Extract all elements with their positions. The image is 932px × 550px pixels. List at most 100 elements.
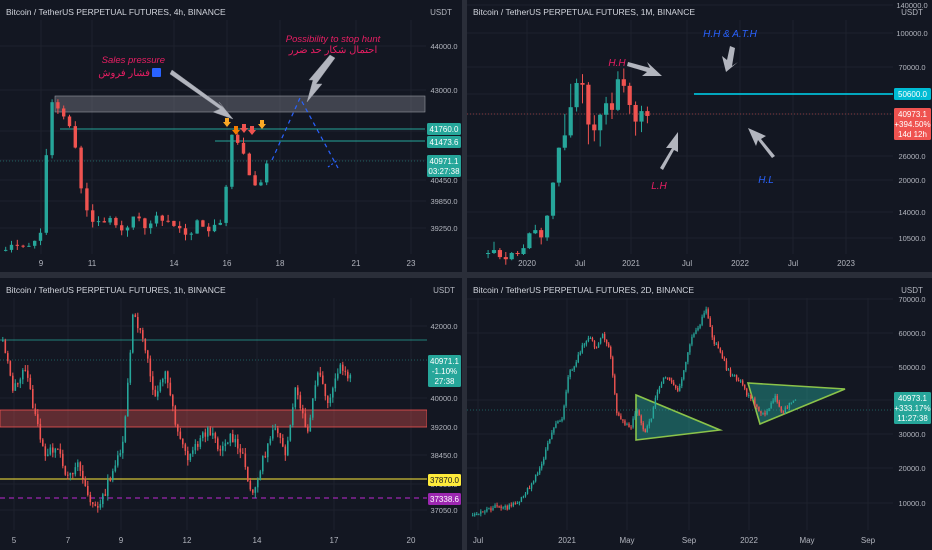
candle-body <box>19 379 22 384</box>
candle-body <box>756 404 758 407</box>
candle-body <box>610 346 612 358</box>
x-tick-label: 7 <box>66 536 71 545</box>
annotation-hh-ath: H.H & A.T.H <box>703 29 757 40</box>
candle-body <box>764 412 766 415</box>
candle-body <box>124 416 127 442</box>
candle-body <box>772 400 774 403</box>
panel-1m-price-badges: 50600.0 40973.1+394.50%14d 12h <box>894 88 931 140</box>
x-tick-label: 14 <box>253 536 262 545</box>
panel-4h[interactable]: Sales pressure فشار فروش Possibility to … <box>0 0 462 272</box>
candle-body <box>735 375 738 381</box>
candle-body <box>114 465 117 472</box>
triangle-pattern-2 <box>746 382 846 426</box>
price-badge <box>427 123 461 135</box>
candle-body <box>287 440 289 456</box>
candle-body <box>314 385 317 399</box>
y-tick-label: 60000.0 <box>898 329 925 338</box>
candle-body <box>685 361 687 371</box>
candle-body <box>658 387 661 392</box>
price-badge-text: 14d 12h <box>898 130 927 139</box>
y-tick-label: 38450.0 <box>430 451 457 460</box>
candle-body <box>267 443 269 458</box>
candle-body <box>476 513 478 515</box>
candle-body <box>599 338 602 344</box>
candle-body <box>229 434 232 443</box>
price-badge-text: 40973.1 <box>898 110 927 119</box>
candle-body <box>262 455 264 472</box>
candle-body <box>84 478 87 486</box>
candle-body <box>541 464 543 469</box>
candle-body <box>244 453 247 468</box>
panel-2d-grid <box>467 298 893 530</box>
candle-body <box>683 370 685 380</box>
candle-body <box>593 340 596 348</box>
candle-body <box>21 245 25 247</box>
candle-body <box>127 382 129 417</box>
candle-body <box>503 257 508 260</box>
y-tick-label: 10000.0 <box>898 499 925 508</box>
candle-body <box>239 448 242 453</box>
candle-body <box>172 220 176 226</box>
price-badge-text: 41760.0 <box>430 125 459 134</box>
candle-body <box>746 388 748 396</box>
candle-body <box>33 240 37 246</box>
arrow-down-icon <box>248 126 256 135</box>
candle-body <box>741 380 744 385</box>
candle-body <box>79 462 82 471</box>
candle-body <box>616 393 618 414</box>
x-tick-label: 9 <box>39 259 44 268</box>
candle-body <box>4 340 7 354</box>
candle-body <box>312 398 314 418</box>
panel-1m[interactable]: H.H H.H & A.T.H L.H H.L Bitcoin / Tether… <box>467 0 932 272</box>
candle-body <box>109 479 112 481</box>
currency-label: USDT <box>430 8 452 17</box>
candle-body <box>605 339 608 344</box>
y-tick-label: 20000.0 <box>898 176 925 185</box>
x-tick-label: May <box>799 536 814 545</box>
x-tick-label: 23 <box>407 259 416 268</box>
candle-body <box>42 439 44 447</box>
candle-body <box>496 505 498 507</box>
candle-body <box>592 124 597 131</box>
candle-body <box>577 354 579 363</box>
candle-body <box>626 423 628 425</box>
panel-2d[interactable]: Bitcoin / TetherUS PERPETUAL FUTURES, 2D… <box>467 278 932 550</box>
price-badge <box>428 355 461 387</box>
candle-body <box>349 375 352 379</box>
candle-body <box>29 377 32 389</box>
panel-4h-candles <box>4 99 269 253</box>
candle-body <box>666 377 669 379</box>
y-tick-label: 37050.0 <box>430 506 457 515</box>
candle-body <box>9 244 14 250</box>
candle-body <box>725 360 728 370</box>
candle-body <box>719 348 722 353</box>
candle-body <box>241 142 246 154</box>
candle-body <box>265 163 269 183</box>
candle-body <box>317 372 319 386</box>
price-badge <box>894 88 931 100</box>
candle-body <box>634 413 636 419</box>
candle-body <box>97 506 99 508</box>
annotation-sales-pressure-fa: فشار فروش <box>98 68 150 79</box>
candle-body <box>259 182 263 186</box>
y-tick-label: 30000.0 <box>898 430 925 439</box>
price-badge <box>428 474 461 486</box>
x-tick-label: Jul <box>788 259 798 268</box>
x-tick-label: Jul <box>575 259 585 268</box>
y-tick-label: 100000.0 <box>896 29 927 38</box>
panel-1h[interactable]: Bitcoin / TetherUS PERPETUAL FUTURES, 1h… <box>0 278 462 550</box>
candle-body <box>645 111 650 116</box>
candle-body <box>604 103 609 115</box>
price-badge-text: 40971.1 <box>430 157 459 166</box>
candle-body <box>279 433 282 438</box>
candle-body <box>595 347 598 349</box>
horizontal-splitter[interactable] <box>0 272 932 278</box>
candle-body <box>214 433 217 439</box>
candle-body <box>474 514 476 516</box>
candle-body <box>172 395 174 407</box>
x-tick-label: Jul <box>682 259 692 268</box>
candle-body <box>608 343 610 347</box>
candle-body <box>22 369 24 380</box>
candle-body <box>644 429 646 433</box>
